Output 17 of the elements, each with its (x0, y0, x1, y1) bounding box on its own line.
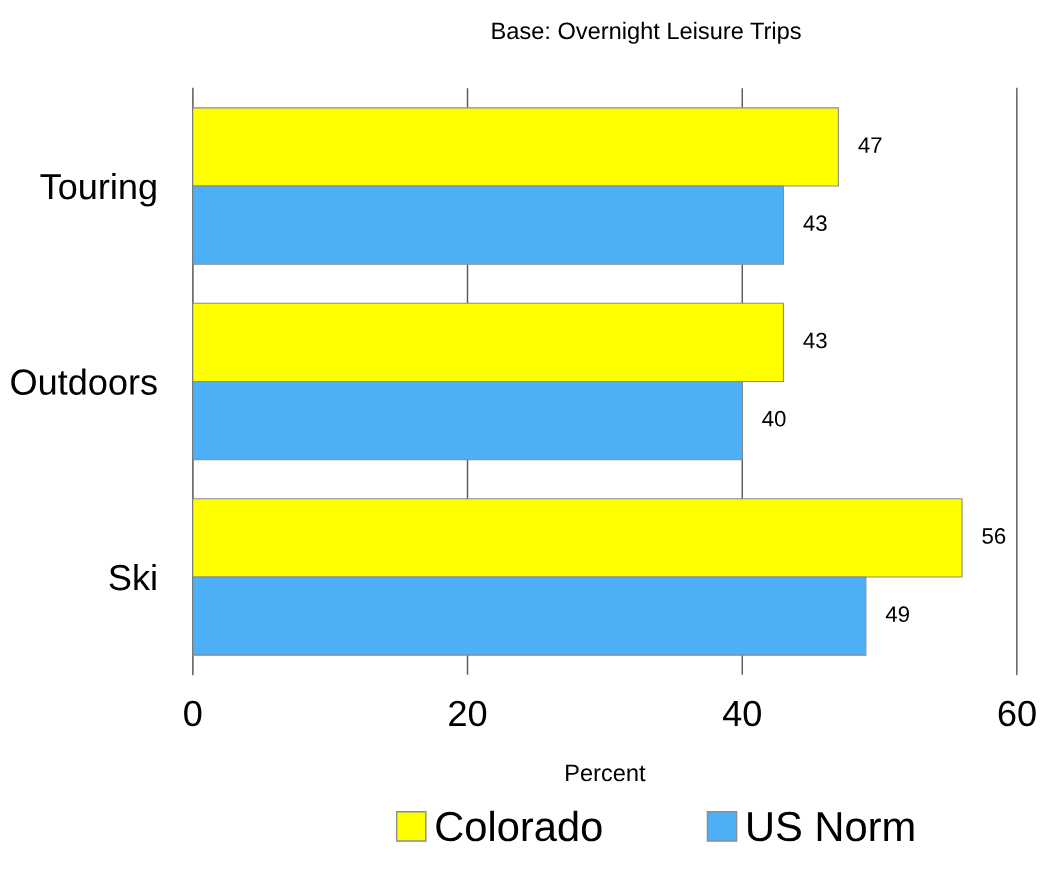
data-label: 40 (762, 410, 786, 427)
data-label: 47 (858, 137, 882, 153)
data-label: 49 (885, 606, 909, 623)
y-tick-label: Outdoors (11, 368, 157, 395)
data-label: 43 (803, 215, 827, 232)
legend-label: US Norm (748, 811, 914, 842)
x-tick-label: 60 (998, 700, 1036, 727)
y-tick-label: Ski (109, 563, 156, 591)
x-tick-label: 40 (723, 700, 761, 727)
x-tick-label: 20 (449, 700, 487, 727)
y-tick-label: Touring (40, 172, 156, 207)
data-label: 43 (803, 332, 827, 349)
chart-title: Base: Overnight Leisure Trips (492, 21, 801, 44)
legend-label: Colorado (436, 810, 602, 842)
data-label: 56 (982, 528, 1006, 544)
x-axis-title: Percent (566, 764, 646, 782)
x-tick-label: 0 (184, 700, 202, 727)
